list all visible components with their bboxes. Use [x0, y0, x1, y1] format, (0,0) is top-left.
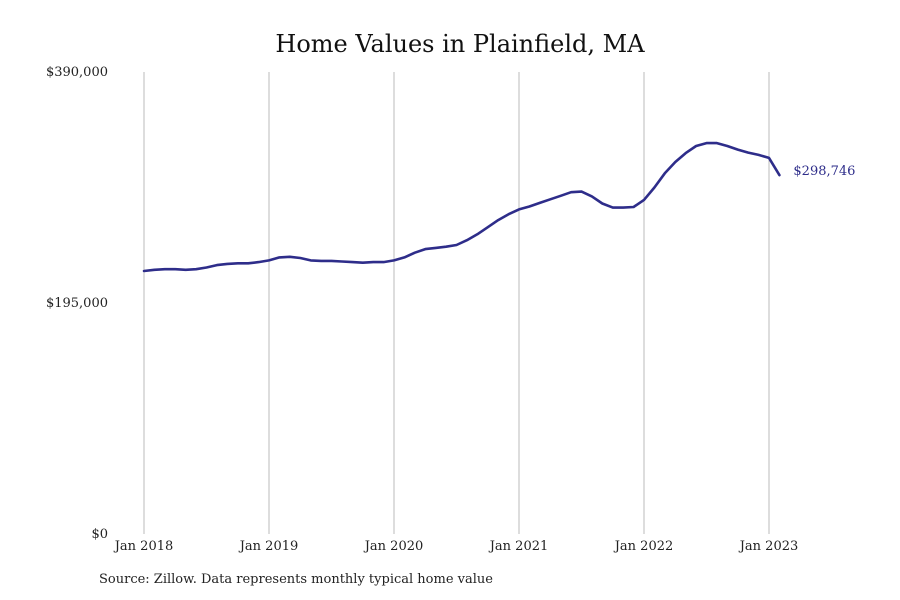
end-value-label: $298,746 — [793, 164, 855, 179]
y-tick-label: $0 — [91, 527, 108, 542]
series-line — [142, 141, 781, 273]
x-tick-label: Jan 2019 — [238, 539, 299, 554]
x-tick-label: Jan 2018 — [113, 539, 174, 554]
y-axis: $0 $195,000 $390,000 — [46, 65, 108, 542]
x-tick-label: Jan 2023 — [738, 539, 799, 554]
x-tick-label: Jan 2020 — [363, 539, 424, 554]
x-tick-label: Jan 2021 — [488, 539, 549, 554]
x-axis: Jan 2018 Jan 2019 Jan 2020 Jan 2021 Jan 2022… — [113, 539, 799, 554]
source-note: Source: Zillow. Data represents monthly … — [99, 572, 493, 587]
y-tick-label: $195,000 — [46, 296, 108, 311]
x-tick-label: Jan 2022 — [613, 539, 674, 554]
chart-title: Home Values in Plainfield, MA — [275, 30, 645, 58]
y-tick-label: $390,000 — [46, 65, 108, 80]
grid-lines — [143, 72, 770, 534]
